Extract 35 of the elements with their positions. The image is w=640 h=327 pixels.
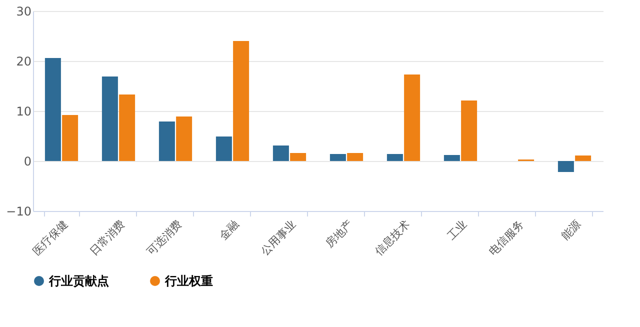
x-tick-label: 工业 [444, 218, 470, 243]
bar [330, 154, 346, 161]
x-tick-label: 信息技术 [372, 218, 412, 258]
x-tick-label: 房地产 [322, 218, 356, 250]
bar [119, 94, 136, 161]
y-tick-label: 30 [16, 4, 32, 18]
bar [386, 154, 403, 161]
bar [558, 161, 574, 172]
bar [461, 100, 478, 161]
x-tick-label: 可选消费 [144, 218, 184, 258]
y-tick-label: 10 [16, 104, 32, 118]
legend-label: 行业贡献点 [48, 274, 109, 288]
bar [575, 156, 592, 161]
bar [272, 146, 289, 161]
bar [176, 116, 192, 161]
bar [444, 155, 460, 161]
x-tick-label: 能源 [558, 218, 584, 243]
x-tick-label: 日常消费 [87, 218, 128, 258]
bar [347, 153, 364, 161]
x-tick-label: 电信服务 [486, 218, 526, 258]
bar [404, 74, 420, 161]
bar [102, 76, 118, 161]
y-tick-label: 0 [24, 154, 32, 168]
bar [216, 136, 232, 161]
bar [158, 122, 175, 161]
y-tick-label: 20 [16, 54, 32, 68]
x-tick-label: 金融 [216, 218, 242, 243]
legend-label: 行业权重 [164, 274, 213, 288]
x-tick-label: 医疗保健 [30, 218, 70, 258]
x-tick-label: 公用事业 [258, 218, 298, 258]
bar [290, 153, 306, 161]
bar [233, 41, 250, 161]
y-tick-label: −10 [6, 204, 32, 218]
bar [62, 115, 78, 161]
bar [44, 58, 61, 161]
